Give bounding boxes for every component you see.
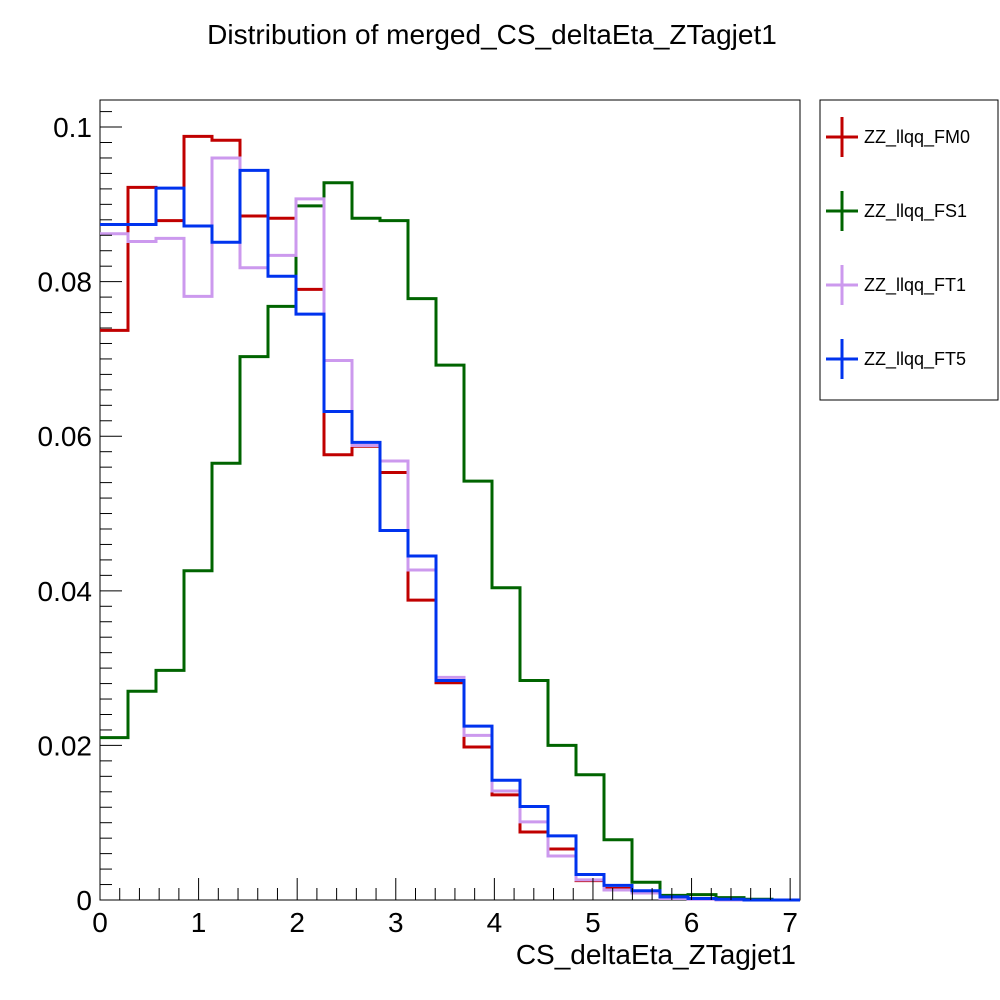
series-ZZ_llqq_FT1-step-line xyxy=(100,156,800,902)
histogram-series-group xyxy=(100,134,800,902)
x-tick-label: 6 xyxy=(684,907,700,938)
series-ZZ_llqq_FM0-step-line xyxy=(100,134,800,902)
x-tick-label: 2 xyxy=(289,907,305,938)
plot-frame xyxy=(99,99,801,901)
x-tick-label: 3 xyxy=(388,907,404,938)
legend-entry-label: ZZ_llqq_FT1 xyxy=(864,275,966,296)
x-tick-label: 7 xyxy=(782,907,798,938)
y-tick-label: 0.06 xyxy=(38,421,93,452)
x-tick-label: 5 xyxy=(585,907,601,938)
y-tick-label: 0.02 xyxy=(38,730,93,761)
series-ZZ_llqq_FT5-step-line xyxy=(100,168,800,902)
y-tick-label: 0.08 xyxy=(38,267,93,298)
x-tick-label: 1 xyxy=(191,907,207,938)
series-ZZ_llqq_FS1-step-line xyxy=(100,181,800,902)
x-tick-label: 4 xyxy=(487,907,503,938)
legend: ZZ_llqq_FM0 ZZ_llqq_FS1 ZZ_llqq_FT1 ZZ_llqq… xyxy=(819,99,999,401)
chart-title: Distribution of merged_CS_deltaEta_ZTagj… xyxy=(207,19,777,50)
y-tick-label: 0 xyxy=(76,885,92,916)
x-axis-label: CS_deltaEta_ZTagjet1 xyxy=(516,939,796,970)
y-axis: 0 0.02 0.04 0.06 0.08 0.1 xyxy=(38,111,122,916)
legend-box xyxy=(819,99,999,401)
x-tick-label: 0 xyxy=(92,907,108,938)
legend-entry-label: ZZ_llqq_FT5 xyxy=(864,349,966,370)
legend-entry-label: ZZ_llqq_FM0 xyxy=(864,127,970,148)
y-tick-label: 0.1 xyxy=(53,112,92,143)
legend-entry-label: ZZ_llqq_FS1 xyxy=(864,201,967,222)
y-tick-label: 0.04 xyxy=(38,576,93,607)
x-axis: 0 1 2 3 4 5 6 7 xyxy=(92,878,798,938)
